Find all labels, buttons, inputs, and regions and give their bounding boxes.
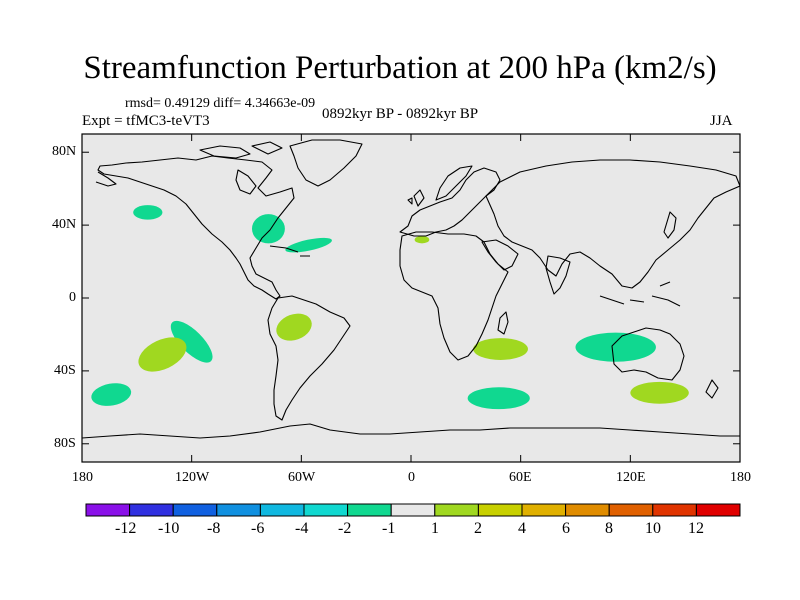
y-tick-label: 80N [52,144,77,159]
x-tick-label: 60E [509,470,532,485]
coast-caribbean [269,245,310,257]
colorbar-swatch [608,503,654,517]
coast-asia [485,159,740,289]
coast-greenland [289,139,363,187]
colorbar-swatch [434,503,479,517]
coast-south-america [267,295,351,421]
axis-ticks [81,134,741,462]
anomaly-region-10 [467,387,530,410]
coast-hudson-bay [235,169,257,195]
colorbar-swatch [216,503,261,517]
coast-africa [399,231,509,361]
anomaly-region-12 [630,381,689,404]
coast-japan [663,211,677,239]
coast-new-zealand [705,379,719,399]
anomaly-region-11 [575,332,656,362]
coast-indonesia [599,281,681,307]
experiment-label: Expt = tfMC3-teVT3 [82,113,210,129]
coast-australia [611,327,685,381]
colorbar-swatch [303,503,349,517]
anomaly-region-7 [138,337,187,372]
x-tick-label: 60W [288,470,316,485]
x-tick-label: 120E [616,470,646,485]
anomaly-layer [91,205,689,410]
coast-antarctica [82,423,740,439]
colorbar-label: 1 [431,520,439,537]
colorbar-swatch [347,503,392,517]
coast-alaska [95,171,117,187]
colorbar-swatch [652,503,697,517]
colorbar-swatch [85,503,131,517]
colorbar-label: -4 [295,520,309,537]
colorbar-label: -2 [338,520,352,537]
stats-text: rmsd= 0.49129 diff= 4.34663e-09 [125,96,316,111]
x-tick-label: 120W [175,470,210,485]
anomaly-region-3 [285,237,332,253]
coast-arctic-islands [199,141,283,159]
colorbar-label: 2 [474,520,482,537]
colorbar-label: 12 [688,520,704,537]
colorbar-label: -8 [207,520,221,537]
coast-arabia [481,239,519,271]
y-tick-label: 80S [54,436,76,451]
colorbar-swatch [129,503,174,517]
coast-north-america [97,155,295,300]
y-tick-label: 0 [69,290,76,305]
colorbar-label: 4 [518,520,526,537]
colorbar-label: 8 [605,520,613,537]
anomaly-region-1 [133,205,163,220]
anomaly-region-6 [276,313,312,341]
x-tick-label: 180 [730,470,751,485]
colorbar-swatch [259,503,305,517]
y-tick-label: 40S [54,363,76,378]
colorbar-swatch [477,503,523,517]
map-background [82,134,740,462]
x-tick-label: 0 [408,470,415,485]
colorbar-swatch [390,503,436,517]
colorbar-label: -10 [158,520,180,537]
colorbar-label: -12 [115,520,137,537]
colorbar-swatch [565,503,610,517]
colorbar-label: -6 [251,520,265,537]
colorbar-swatch [172,503,218,517]
coast-madagascar [497,311,509,335]
anomaly-region-8 [91,383,132,406]
anomaly-region-4 [414,236,430,244]
anomaly-region-2 [251,214,285,244]
season-label: JJA [710,113,733,129]
colorbar-label: 10 [645,520,661,537]
coast-india [545,255,571,295]
coast-scandinavia [435,165,473,201]
coastlines [82,139,740,439]
colorbar-swatch [521,503,567,517]
colorbar-label: 6 [562,520,570,537]
y-tick-label: 40N [52,217,77,232]
x-tick-label: 180 [72,470,93,485]
anomaly-region-5 [170,320,213,363]
coast-europe [399,167,501,237]
period-label: 0892kyr BP - 0892kyr BP [322,106,479,122]
anomaly-region-9 [473,338,528,360]
chart-title: Streamfunction Perturbation at 200 hPa (… [83,50,717,86]
colorbar-label: -1 [382,520,396,537]
coast-british-isles [407,189,425,207]
colorbar-swatch [695,503,741,517]
